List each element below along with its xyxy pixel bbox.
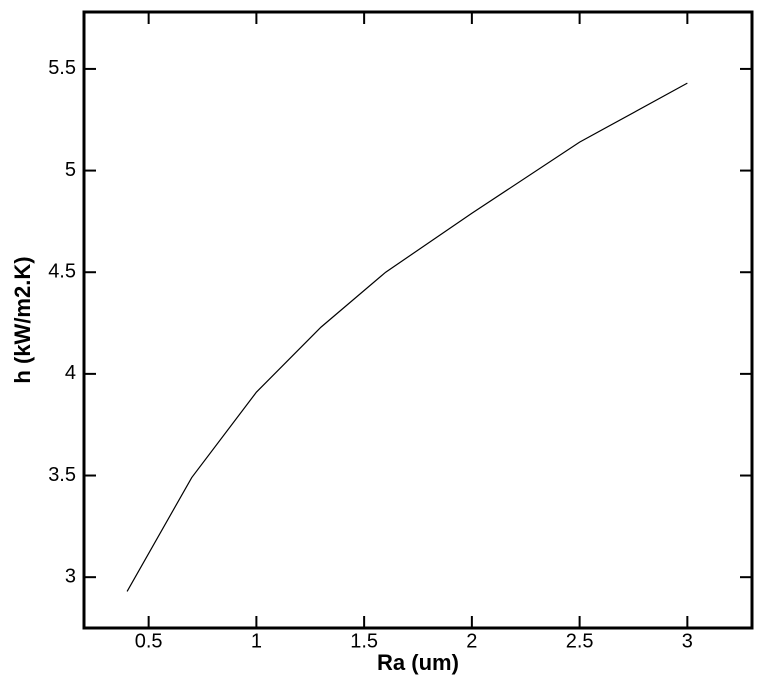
y-tick-label: 5 (65, 159, 76, 181)
x-tick-label: 1 (251, 630, 262, 652)
x-tick-label: 2 (466, 630, 477, 652)
y-tick-label: 3.5 (48, 464, 76, 486)
x-tick-label: 0.5 (135, 630, 163, 652)
y-tick-label: 4 (65, 362, 76, 384)
y-tick-label: 3 (65, 565, 76, 587)
x-axis-title: Ra (um) (377, 650, 459, 675)
y-tick-label: 4.5 (48, 261, 76, 283)
y-axis-title: h (kW/m2.K) (10, 256, 35, 383)
y-tick-label: 5.5 (48, 57, 76, 79)
data-line (126, 82, 688, 592)
x-tick-label: 2.5 (566, 630, 594, 652)
x-tick-label: 3 (682, 630, 693, 652)
x-tick-label: 1.5 (350, 630, 378, 652)
plot-frame (82, 10, 754, 630)
